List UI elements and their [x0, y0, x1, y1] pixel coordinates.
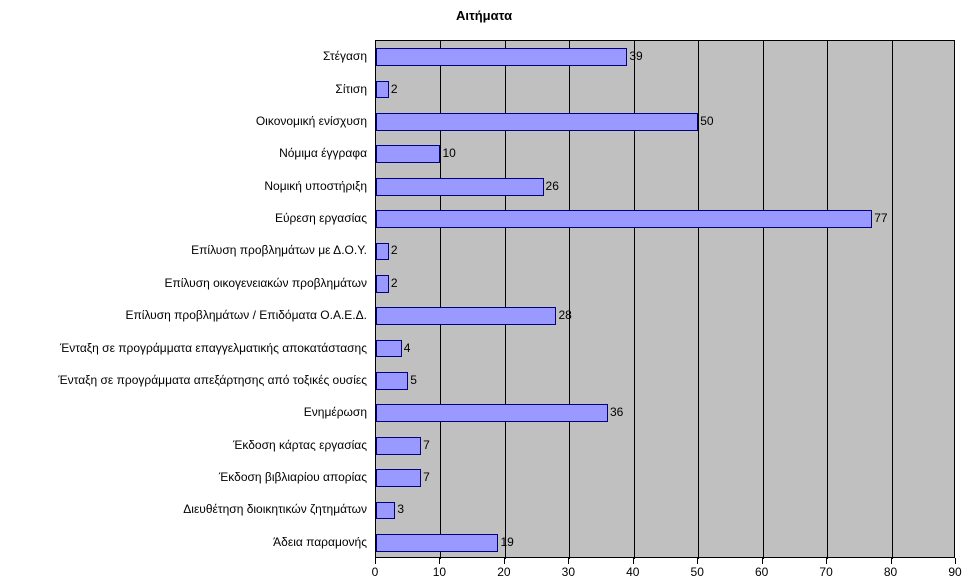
chart-title: Αιτήματα: [0, 8, 968, 23]
x-tick: [826, 558, 827, 564]
x-tick: [439, 558, 440, 564]
category-label: Επίλυση οικογενειακών προβλημάτων: [164, 276, 367, 290]
bar: [376, 437, 421, 455]
bar: [376, 178, 544, 196]
category-label: Έκδοση βιβλιαρίου απορίας: [219, 470, 367, 484]
grid-line: [763, 41, 764, 559]
grid-line: [827, 41, 828, 559]
bar-value-label: 4: [404, 341, 411, 355]
category-label: Ενημέρωση: [304, 405, 367, 419]
x-tick-label: 90: [948, 565, 961, 579]
category-label: Διευθέτηση διοικητικών ζητημάτων: [183, 502, 367, 516]
bar-value-label: 28: [558, 308, 571, 322]
bar-value-label: 7: [423, 438, 430, 452]
bar-value-label: 50: [700, 114, 713, 128]
x-tick: [955, 558, 956, 564]
bar-value-label: 77: [874, 211, 887, 225]
bar: [376, 502, 395, 520]
bar-value-label: 7: [423, 470, 430, 484]
bar: [376, 372, 408, 390]
x-tick: [504, 558, 505, 564]
x-tick-label: 70: [819, 565, 832, 579]
grid-line: [698, 41, 699, 559]
bar: [376, 340, 402, 358]
bar-value-label: 39: [629, 49, 642, 63]
category-label: Επίλυση προβλημάτων / Επιδόματα Ο.Α.Ε.Δ.: [126, 308, 367, 322]
bar-value-label: 2: [391, 243, 398, 257]
bar: [376, 404, 608, 422]
x-tick-label: 50: [691, 565, 704, 579]
category-label: Εύρεση εργασίας: [275, 211, 367, 225]
bar-value-label: 2: [391, 82, 398, 96]
category-label: Στέγαση: [323, 49, 367, 63]
bar: [376, 81, 389, 99]
category-label: Νόμιμα έγγραφα: [279, 146, 367, 160]
category-label: Επίλυση προβλημάτων με Δ.Ο.Υ.: [191, 243, 367, 257]
bar: [376, 275, 389, 293]
bar: [376, 534, 498, 552]
x-tick-label: 80: [884, 565, 897, 579]
bar-value-label: 2: [391, 276, 398, 290]
x-tick-label: 30: [562, 565, 575, 579]
category-label: Ένταξη σε προγράμματα επαγγελματικής απο…: [60, 341, 367, 355]
x-tick: [568, 558, 569, 564]
x-tick-label: 60: [755, 565, 768, 579]
bar: [376, 48, 627, 66]
bar-value-label: 26: [546, 179, 559, 193]
category-label: Έκδοση κάρτας εργασίας: [233, 438, 367, 452]
bar: [376, 307, 556, 325]
category-label: Οικονομική ενίσχυση: [256, 114, 367, 128]
bar: [376, 469, 421, 487]
category-label: Ένταξη σε προγράμματα απεξάρτησης από το…: [58, 373, 367, 387]
x-tick-label: 20: [497, 565, 510, 579]
grid-line: [892, 41, 893, 559]
x-tick: [891, 558, 892, 564]
x-tick-label: 0: [372, 565, 379, 579]
category-label: Σίτιση: [335, 82, 367, 96]
bar: [376, 145, 440, 163]
x-tick: [697, 558, 698, 564]
bar: [376, 210, 872, 228]
x-tick: [633, 558, 634, 564]
bar: [376, 113, 698, 131]
bar-value-label: 19: [500, 535, 513, 549]
bar: [376, 243, 389, 261]
bar-value-label: 36: [610, 405, 623, 419]
x-tick: [762, 558, 763, 564]
x-tick: [375, 558, 376, 564]
bar-value-label: 5: [410, 373, 417, 387]
x-tick-label: 40: [626, 565, 639, 579]
requests-bar-chart: Αιτήματα 0 10 20 30 40 50 60 70 80 90 39 Στέγαση 2 Σί…: [0, 0, 968, 583]
chart-plot-area: [375, 40, 955, 558]
x-tick-label: 10: [433, 565, 446, 579]
bar-value-label: 10: [442, 146, 455, 160]
category-label: Νομική υποστήριξη: [264, 179, 367, 193]
bar-value-label: 3: [397, 502, 404, 516]
category-label: Άδεια παραμονής: [273, 535, 367, 549]
